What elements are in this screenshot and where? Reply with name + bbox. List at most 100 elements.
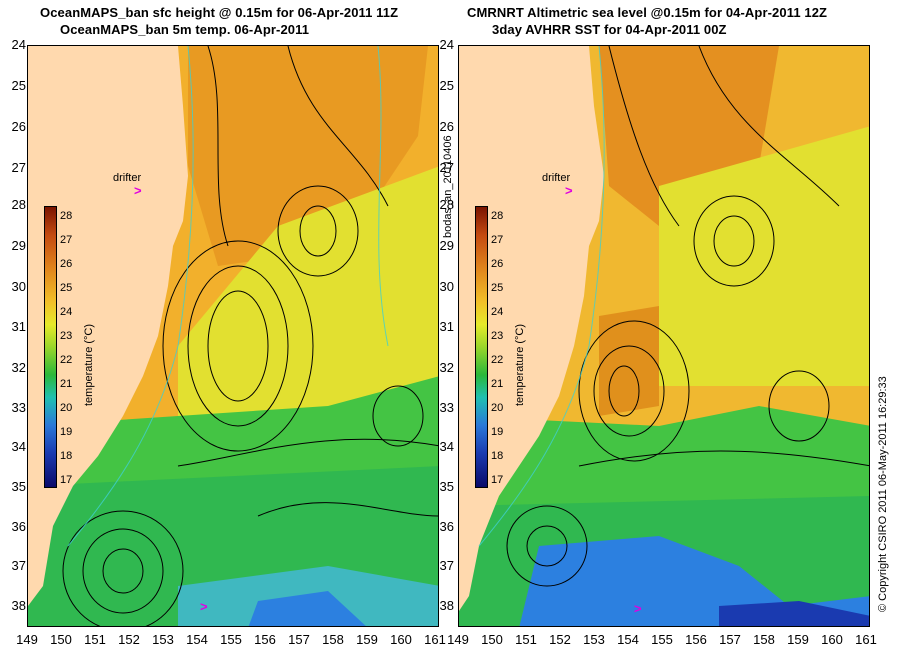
colorbar-tick: 26 — [60, 258, 73, 270]
colorbar-tick: 19 — [491, 426, 504, 438]
ocean-dark-blue-patch — [719, 601, 869, 626]
lat-label: 24 — [11, 37, 26, 52]
ssh-contours — [62, 46, 438, 626]
ssh-contours — [506, 46, 869, 587]
lon-label: 151 — [84, 632, 106, 647]
drifter-track-marker: > — [200, 599, 208, 614]
colorbar-tick: 25 — [491, 282, 504, 294]
lon-label: 149 — [16, 632, 38, 647]
drifter-track-marker: > — [634, 601, 642, 616]
lat-label: 35 — [439, 479, 454, 494]
contour — [578, 450, 869, 467]
colorbar-tick: 20 — [60, 402, 73, 414]
lon-label: 155 — [220, 632, 242, 647]
lon-label: 161 — [855, 632, 877, 647]
contour — [287, 46, 389, 207]
land-mass — [28, 46, 188, 606]
lon-label: 155 — [651, 632, 673, 647]
contour — [713, 215, 755, 267]
colorbar-tick: 20 — [491, 402, 504, 414]
colorbar-tick: 24 — [60, 306, 73, 318]
lat-label: 33 — [439, 400, 454, 415]
lon-label: 159 — [787, 632, 809, 647]
contour — [277, 185, 359, 277]
ocean-orange-tongue — [599, 306, 659, 416]
colorbar-tick: 28 — [60, 210, 73, 222]
lon-label: 156 — [685, 632, 707, 647]
lon-label: 153 — [583, 632, 605, 647]
contour — [162, 240, 314, 452]
lon-label: 157 — [288, 632, 310, 647]
colorbar-tick: 17 — [60, 474, 73, 486]
lat-label: 35 — [11, 479, 26, 494]
ocean-green-band — [459, 406, 869, 526]
lat-label: 34 — [439, 439, 454, 454]
lat-label: 27 — [11, 160, 26, 175]
colorbar-tick: 23 — [491, 330, 504, 342]
lat-label: 37 — [11, 558, 26, 573]
contour — [62, 510, 184, 626]
contour — [593, 345, 665, 437]
land-mass — [459, 46, 604, 611]
lat-label: 31 — [439, 319, 454, 334]
right-title-line2: 3day AVHRR SST for 04-Apr-2011 00Z — [492, 22, 727, 37]
colorbar-label: temperature (°C) — [83, 323, 95, 406]
lon-label: 152 — [118, 632, 140, 647]
lon-label: 156 — [254, 632, 276, 647]
colorbar-tick: 21 — [491, 378, 504, 390]
lat-label: 36 — [11, 519, 26, 534]
lat-label: 28 — [439, 197, 454, 212]
lon-label: 149 — [447, 632, 469, 647]
contour — [372, 385, 424, 447]
lat-label: 34 — [11, 439, 26, 454]
colorbar-tick: 25 — [60, 282, 73, 294]
contour — [578, 320, 690, 462]
lon-label: 160 — [390, 632, 412, 647]
drifter-label: drifter — [113, 172, 142, 184]
contour — [207, 46, 229, 247]
lat-label: 36 — [439, 519, 454, 534]
lat-label: 24 — [439, 37, 454, 52]
colorbar-tick: 18 — [60, 450, 73, 462]
contour — [82, 528, 164, 614]
colorbar-tick: 27 — [60, 234, 73, 246]
left-map-panel: drifter > > 28 27 26 25 24 23 22 21 20 1… — [27, 45, 439, 627]
lat-label: 26 — [11, 119, 26, 134]
lon-label: 158 — [753, 632, 775, 647]
lon-label: 153 — [152, 632, 174, 647]
colorbar-tick: 22 — [60, 354, 73, 366]
copyright-label: © Copyright CSIRO 2011 06-May-2011 16:29… — [877, 376, 889, 612]
isobath-lines — [478, 46, 605, 547]
drifter-marker: > — [565, 183, 573, 198]
contour — [257, 502, 438, 517]
isobath-lines — [67, 46, 389, 547]
colorbar-tick: 21 — [60, 378, 73, 390]
lat-label: 38 — [439, 598, 454, 613]
colorbar-tick: 23 — [60, 330, 73, 342]
right-map-panel: drifter > > 28 27 26 25 24 23 22 21 20 1… — [458, 45, 870, 627]
ocean-yellow-region — [178, 166, 438, 426]
lon-label: 159 — [356, 632, 378, 647]
colorbar-tick: 22 — [491, 354, 504, 366]
lat-label: 26 — [439, 119, 454, 134]
colorbar-label: temperature (°C) — [514, 323, 526, 406]
lon-label: 152 — [549, 632, 571, 647]
lat-label: 37 — [439, 558, 454, 573]
contour — [506, 505, 588, 587]
contour — [608, 46, 680, 227]
contour — [207, 290, 269, 402]
lon-label: 151 — [515, 632, 537, 647]
lat-label: 25 — [11, 78, 26, 93]
colorbar-tick: 24 — [491, 306, 504, 318]
lat-label: 28 — [11, 197, 26, 212]
lat-label: 27 — [439, 160, 454, 175]
isobath — [67, 46, 194, 547]
lat-label: 33 — [11, 400, 26, 415]
lon-label: 150 — [50, 632, 72, 647]
lon-label: 154 — [617, 632, 639, 647]
colorbar-tick: 18 — [491, 450, 504, 462]
lat-label: 30 — [11, 279, 26, 294]
isobath — [478, 46, 605, 547]
lat-label: 32 — [11, 360, 26, 375]
right-title-line1: CMRNRT Altimetric sea level @0.15m for 0… — [467, 5, 828, 20]
